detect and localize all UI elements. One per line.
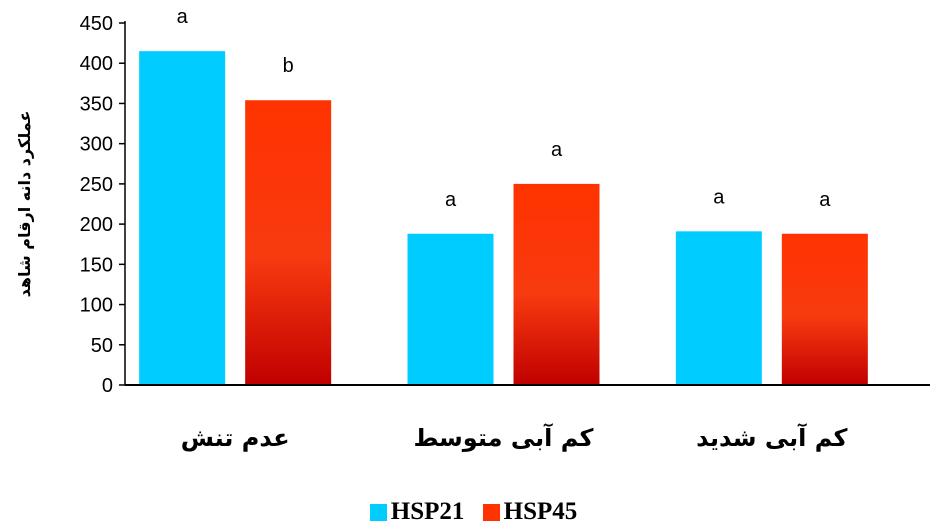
bars <box>139 51 868 386</box>
legend-label-hsp21: HSP21 <box>390 498 465 525</box>
data-label: a <box>177 6 189 28</box>
data-label: a <box>445 189 457 211</box>
legend-swatch-hsp45 <box>482 503 500 521</box>
x-category-label: کم آبی متوسط <box>413 423 593 452</box>
x-axis-categories: عدم تنش کم آبی متوسط کم آبی شدید <box>181 423 848 452</box>
y-axis-title: عملکرد دانه ارقام شاهد <box>15 111 34 298</box>
data-label: a <box>551 139 563 161</box>
y-tick-label: 100 <box>80 295 113 317</box>
x-category-label: کم آبی شدید <box>696 423 847 452</box>
y-tick-label: 50 <box>91 335 113 357</box>
y-tick-label: 150 <box>80 254 113 276</box>
bar-hsp21-1 <box>407 233 494 385</box>
y-tick-label: 200 <box>80 214 113 236</box>
bar-hsp21-2 <box>675 231 762 385</box>
x-category-label: عدم تنش <box>181 424 290 452</box>
legend: HSP21 HSP45 <box>0 498 947 528</box>
bar-hsp45-2 <box>781 233 868 385</box>
legend-item-hsp45: HSP45 <box>482 498 578 526</box>
y-axis-ticks: 0 50 100 150 200 250 300 350 400 450 <box>80 13 125 397</box>
data-label: a <box>819 189 831 211</box>
y-tick-label: 450 <box>80 13 113 35</box>
bar-data-labels: a b a a a a <box>177 6 832 211</box>
y-tick-label: 0 <box>102 375 113 397</box>
y-tick-label: 350 <box>80 93 113 115</box>
data-label: b <box>283 55 294 77</box>
legend-swatch-hsp21 <box>369 503 387 521</box>
bar-hsp21-0 <box>139 51 226 386</box>
data-label: a <box>713 186 725 208</box>
legend-label-hsp45: HSP45 <box>503 498 578 525</box>
legend-item-hsp21: HSP21 <box>369 498 465 526</box>
axes <box>124 21 930 386</box>
bar-chart: عملکرد دانه ارقام شاهد 0 50 100 150 200 250 30… <box>15 6 930 452</box>
y-tick-label: 400 <box>80 53 113 75</box>
bar-hsp45-1 <box>513 183 600 385</box>
y-axis-label: عملکرد دانه ارقام شاهد <box>15 111 34 298</box>
y-tick-label: 250 <box>80 174 113 196</box>
y-tick-label: 300 <box>80 134 113 156</box>
bar-hsp45-0 <box>245 100 332 385</box>
